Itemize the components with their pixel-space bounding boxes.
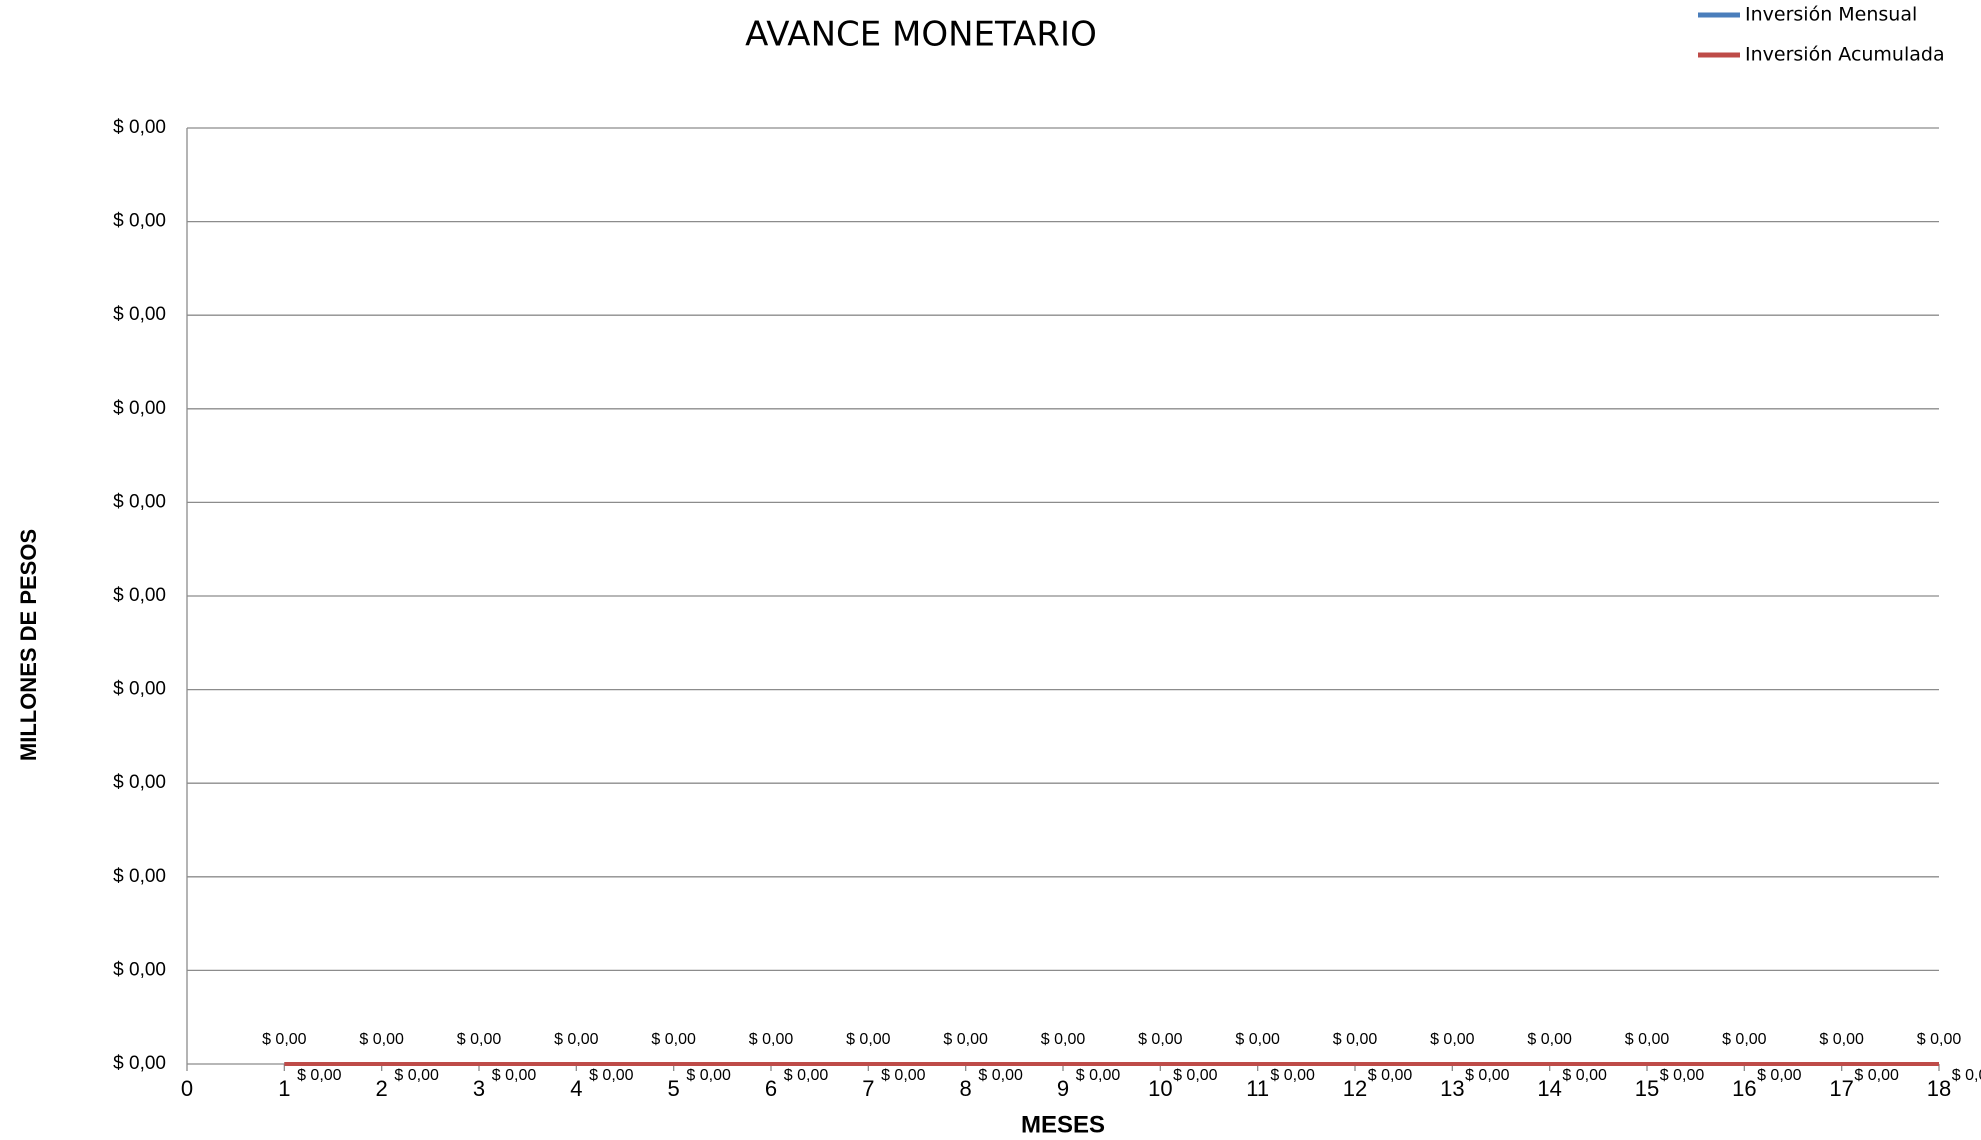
y-tick-label: $ 0,00 — [113, 866, 166, 887]
x-tick-label: 4 — [570, 1076, 582, 1101]
data-label: $ 0,00 — [1854, 1067, 1899, 1084]
data-label: $ 0,00 — [1368, 1067, 1413, 1084]
data-label: $ 0,00 — [492, 1067, 537, 1084]
x-tick-label: 12 — [1343, 1076, 1367, 1101]
data-label: $ 0,00 — [1138, 1031, 1183, 1048]
y-tick-label: $ 0,00 — [113, 491, 166, 512]
data-label: $ 0,00 — [457, 1031, 502, 1048]
data-label: $ 0,00 — [1660, 1067, 1705, 1084]
x-tick-label: 16 — [1732, 1076, 1756, 1101]
x-tick-label: 5 — [668, 1076, 680, 1101]
data-label: $ 0,00 — [1333, 1031, 1378, 1048]
y-tick-label: $ 0,00 — [113, 772, 166, 793]
x-tick-label: 3 — [473, 1076, 485, 1101]
x-axis-label: MESES — [1021, 1111, 1105, 1135]
data-label: $ 0,00 — [1917, 1031, 1962, 1048]
legend-label: Inversión Mensual — [1745, 4, 1917, 26]
x-tick-label: 2 — [376, 1076, 388, 1101]
data-label: $ 0,00 — [784, 1067, 829, 1084]
x-tick-label: 17 — [1829, 1076, 1853, 1101]
data-label: $ 0,00 — [1270, 1067, 1315, 1084]
data-label: $ 0,00 — [394, 1067, 439, 1084]
data-label: $ 0,00 — [1819, 1031, 1864, 1048]
data-label: $ 0,00 — [1527, 1031, 1572, 1048]
x-tick-label: 7 — [862, 1076, 874, 1101]
data-label: $ 0,00 — [881, 1067, 926, 1084]
x-tick-label: 8 — [960, 1076, 972, 1101]
data-label: $ 0,00 — [1625, 1031, 1670, 1048]
data-label: $ 0,00 — [262, 1031, 307, 1048]
data-label: $ 0,00 — [1465, 1067, 1510, 1084]
data-label: $ 0,00 — [1722, 1031, 1767, 1048]
y-tick-label: $ 0,00 — [113, 211, 166, 232]
data-label: $ 0,00 — [943, 1031, 988, 1048]
y-tick-label: $ 0,00 — [113, 1053, 166, 1074]
data-label: $ 0,00 — [1235, 1031, 1280, 1048]
y-tick-label: $ 0,00 — [113, 679, 166, 700]
x-tick-label: 18 — [1927, 1076, 1951, 1101]
x-tick-label: 0 — [181, 1076, 193, 1101]
legend-label: Inversión Acumulada — [1745, 44, 1945, 66]
y-tick-label: $ 0,00 — [113, 959, 166, 980]
data-label: $ 0,00 — [651, 1031, 696, 1048]
x-tick-label: 11 — [1246, 1076, 1269, 1101]
data-label: $ 0,00 — [297, 1067, 342, 1084]
data-label: $ 0,00 — [359, 1031, 404, 1048]
y-tick-label: $ 0,00 — [113, 304, 166, 325]
data-label: $ 0,00 — [1952, 1067, 1981, 1084]
data-label: $ 0,00 — [749, 1031, 794, 1048]
y-tick-label: $ 0,00 — [113, 117, 166, 138]
data-label: $ 0,00 — [1562, 1067, 1607, 1084]
x-tick-label: 1 — [278, 1076, 290, 1101]
chart-title: AVANCE MONETARIO — [745, 15, 1097, 55]
x-tick-label: 15 — [1635, 1076, 1659, 1101]
x-tick-label: 10 — [1148, 1076, 1172, 1101]
data-label: $ 0,00 — [1757, 1067, 1802, 1084]
x-tick-label: 6 — [765, 1076, 777, 1101]
data-label: $ 0,00 — [1076, 1067, 1121, 1084]
data-label: $ 0,00 — [1173, 1067, 1218, 1084]
data-label: $ 0,00 — [589, 1067, 634, 1084]
data-label: $ 0,00 — [1041, 1031, 1086, 1048]
data-label: $ 0,00 — [554, 1031, 599, 1048]
y-tick-label: $ 0,00 — [113, 585, 166, 606]
x-tick-label: 9 — [1057, 1076, 1069, 1101]
data-label: $ 0,00 — [978, 1067, 1023, 1084]
data-label: $ 0,00 — [1430, 1031, 1475, 1048]
data-label: $ 0,00 — [686, 1067, 731, 1084]
x-tick-label: 13 — [1440, 1076, 1464, 1101]
y-tick-label: $ 0,00 — [113, 398, 166, 419]
y-axis-label: MILLONES DE PESOS — [16, 529, 41, 761]
x-tick-label: 14 — [1537, 1076, 1561, 1101]
data-label: $ 0,00 — [846, 1031, 891, 1048]
